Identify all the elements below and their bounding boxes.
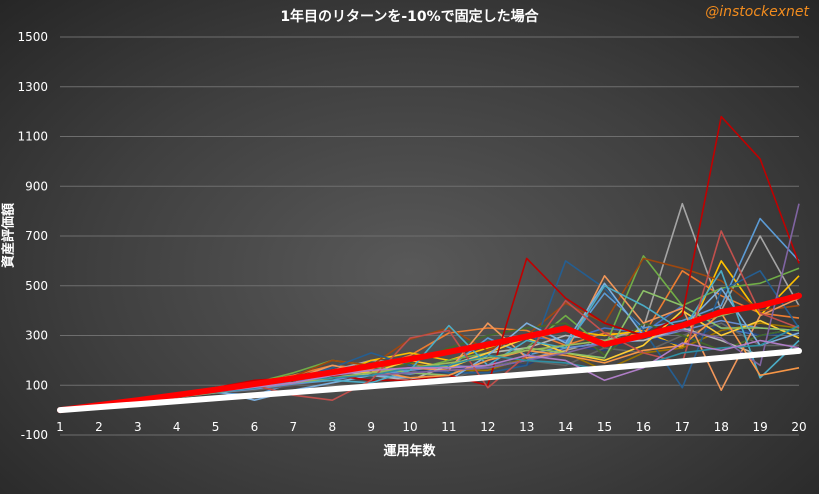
- x-tick-label: 2: [95, 420, 103, 434]
- x-tick-label: 12: [480, 420, 495, 434]
- y-tick-label: 700: [25, 229, 48, 243]
- expected-series-line: [57, 292, 802, 414]
- simulation-series-line: [59, 289, 800, 411]
- x-tick-label: 1: [56, 420, 64, 434]
- y-tick-label: 100: [25, 378, 48, 392]
- x-tick-label: 18: [714, 420, 729, 434]
- x-tick-label: 9: [367, 420, 375, 434]
- x-tick-label: 6: [251, 420, 259, 434]
- chart-title: 1年目のリターンを-10%で固定した場合: [280, 9, 539, 25]
- y-tick-label: 500: [25, 279, 48, 293]
- x-tick-label: 3: [134, 420, 142, 434]
- x-tick-label: 10: [402, 420, 417, 434]
- x-tick-label: 7: [290, 420, 298, 434]
- y-tick-labels: -100 100 300 500 700 900 1100 1300 1500: [17, 30, 48, 442]
- x-tick-label: 20: [791, 420, 806, 434]
- y-tick-label: 1500: [17, 30, 48, 44]
- x-tick-label: 14: [558, 420, 573, 434]
- series-lines: [57, 115, 802, 414]
- x-tick-label: 8: [328, 420, 336, 434]
- x-tick-label: 16: [636, 420, 651, 434]
- x-tick-label: 19: [752, 420, 767, 434]
- gridlines: [60, 36, 799, 436]
- x-tick-label: 13: [519, 420, 534, 434]
- x-tick-labels: 1 2 3 4 5 6 7 8 9 10 11 12 13 14 15 16 17 18 19 20: [56, 420, 806, 434]
- principal-series-line: [57, 347, 802, 414]
- watermark: @instockexnet: [705, 4, 809, 20]
- x-tick-label: 11: [441, 420, 456, 434]
- x-tick-label: 17: [675, 420, 690, 434]
- x-tick-label: 4: [173, 420, 181, 434]
- y-tick-label: 1100: [17, 130, 48, 144]
- x-tick-label: 15: [597, 420, 612, 434]
- y-tick-label: 300: [25, 329, 48, 343]
- y-tick-label: 900: [25, 179, 48, 193]
- x-axis-label: 運用年数: [383, 444, 436, 459]
- y-tick-label: -100: [21, 428, 48, 442]
- y-tick-label: 1300: [17, 80, 48, 94]
- x-tick-label: 5: [212, 420, 220, 434]
